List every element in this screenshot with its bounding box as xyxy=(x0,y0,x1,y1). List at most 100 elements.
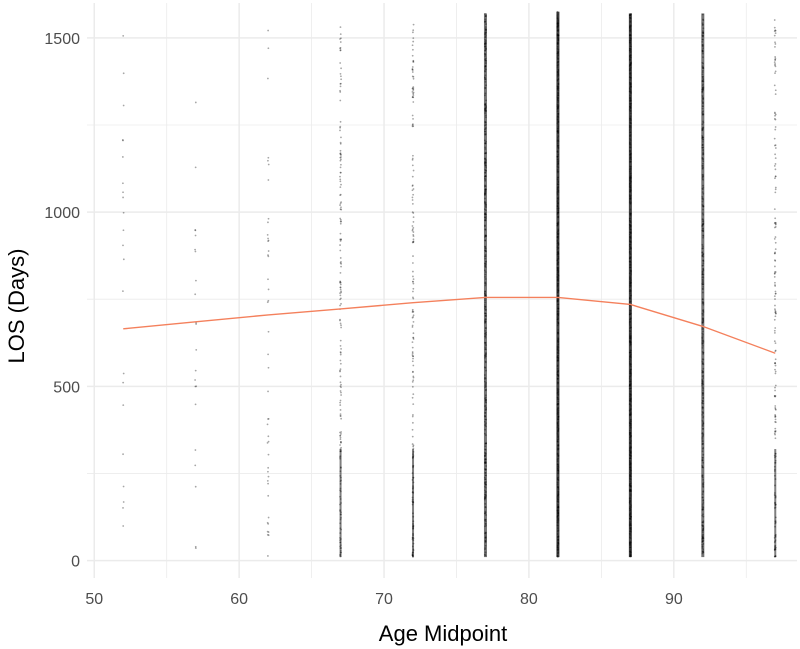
scatter-point xyxy=(339,434,342,437)
scatter-point xyxy=(484,471,487,474)
scatter-point xyxy=(412,414,414,416)
scatter-point xyxy=(629,543,632,545)
scatter-point xyxy=(774,361,776,364)
scatter-point xyxy=(340,450,342,452)
scatter-point xyxy=(557,501,560,503)
scatter-point xyxy=(702,186,705,189)
scatter-point xyxy=(774,420,776,423)
scatter-point xyxy=(484,518,487,521)
scatter-point xyxy=(701,317,704,320)
scatter-point xyxy=(484,309,487,312)
scatter-point xyxy=(484,260,487,263)
scatter-point xyxy=(484,253,487,256)
scatter-point xyxy=(702,126,705,129)
scatter-point xyxy=(629,141,631,144)
scatter-point xyxy=(702,478,705,481)
scatter-point xyxy=(702,151,705,154)
scatter-point xyxy=(122,34,125,37)
scatter-point xyxy=(411,341,414,344)
scatter-point xyxy=(628,185,631,188)
scatter-point xyxy=(628,385,631,388)
scatter-point xyxy=(701,35,704,38)
scatter-point xyxy=(412,375,415,378)
scatter-point xyxy=(484,512,486,515)
scatter-point xyxy=(557,273,560,276)
scatter-point xyxy=(557,370,559,372)
scatter-point xyxy=(339,202,342,205)
scatter-point xyxy=(701,546,704,548)
scatter-point xyxy=(629,473,632,476)
scatter-point xyxy=(556,432,559,435)
scatter-point xyxy=(628,108,631,111)
scatter-point xyxy=(628,323,631,325)
scatter-point xyxy=(629,72,632,75)
scatter-point xyxy=(484,164,487,167)
scatter-point xyxy=(628,217,631,220)
scatter-point xyxy=(340,67,342,70)
scatter-point xyxy=(339,152,342,155)
scatter-point xyxy=(628,341,631,343)
scatter-point xyxy=(629,190,632,192)
scatter-point xyxy=(629,172,632,175)
scatter-point xyxy=(701,536,704,539)
scatter-point xyxy=(412,485,414,487)
scatter-point xyxy=(484,28,487,30)
scatter-point xyxy=(121,156,124,158)
scatter-point xyxy=(629,99,632,102)
scatter-point xyxy=(556,178,559,181)
scatter-point xyxy=(701,432,704,434)
scatter-point xyxy=(628,313,631,315)
scatter-point xyxy=(557,337,559,340)
scatter-point xyxy=(267,353,269,356)
scatter-point xyxy=(773,238,776,240)
scatter-point xyxy=(629,355,632,358)
scatter-point xyxy=(702,318,704,321)
scatter-point xyxy=(702,192,705,195)
scatter-point xyxy=(485,28,487,31)
scatter-point xyxy=(629,165,632,168)
scatter-point xyxy=(485,348,487,351)
scatter-point xyxy=(629,338,632,341)
scatter-point xyxy=(629,117,632,120)
scatter-point xyxy=(411,54,414,57)
scatter-point xyxy=(556,522,559,524)
scatter-point xyxy=(628,524,631,527)
scatter-point xyxy=(628,64,631,67)
scatter-point xyxy=(556,382,559,385)
scatter-point xyxy=(557,228,560,231)
scatter-point xyxy=(774,494,777,497)
scatter-point xyxy=(702,422,705,425)
scatter-point xyxy=(702,259,705,262)
scatter-point xyxy=(340,394,342,396)
scatter-point xyxy=(339,33,342,36)
scatter-point xyxy=(774,349,777,352)
scatter-point xyxy=(629,158,631,160)
scatter-point xyxy=(484,448,487,451)
scatter-point xyxy=(557,289,560,292)
scatter-point xyxy=(773,30,776,33)
scatter-point xyxy=(701,127,704,130)
scatter-point xyxy=(267,418,269,420)
scatter-point xyxy=(557,486,559,489)
scatter-point xyxy=(339,82,342,85)
scatter-point xyxy=(412,310,415,313)
scatter-point xyxy=(556,88,559,90)
scatter-point xyxy=(557,202,559,205)
scatter-point xyxy=(702,370,705,373)
scatter-point xyxy=(339,46,342,49)
scatter-point xyxy=(340,265,342,268)
scatter-point xyxy=(701,136,704,139)
scatter-point xyxy=(339,339,342,342)
scatter-point xyxy=(267,299,270,302)
scatter-point xyxy=(629,20,632,23)
scatter-point xyxy=(629,354,632,356)
scatter-point xyxy=(701,157,704,159)
scatter-point xyxy=(557,26,559,29)
scatter-point xyxy=(484,194,486,197)
scatter-point xyxy=(484,112,487,114)
scatter-point xyxy=(484,434,487,437)
scatter-point xyxy=(629,82,632,85)
scatter-point xyxy=(194,379,197,381)
scatter-point xyxy=(774,478,777,480)
scatter-point xyxy=(411,326,414,328)
